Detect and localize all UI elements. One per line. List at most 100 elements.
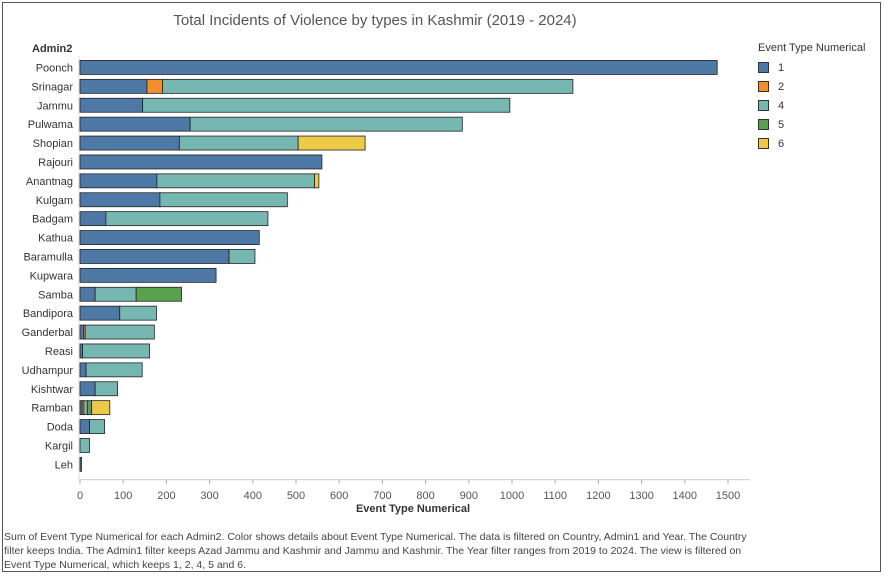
row-label: Kulgam [36,195,73,207]
row-label: Bandipora [23,308,74,320]
legend-label: 4 [778,99,785,112]
x-tick-label: 700 [373,490,391,502]
bar-segment[interactable] [146,78,163,94]
x-tick-label: 0 [77,490,83,502]
bar-segment[interactable] [119,305,157,321]
bar-segment[interactable] [79,116,191,132]
row-label: Pulwama [28,119,74,131]
bar-segment[interactable] [79,192,161,208]
row-label: Baramulla [23,251,73,263]
row-label: Kargil [45,440,73,452]
x-tick-label: 1200 [586,490,610,502]
row-label: Ganderbal [22,327,73,339]
row-label: Jammu [37,100,73,112]
row-label: Udhampur [22,365,74,377]
legend: Event Type Numerical 1 2 4 5 6 [758,42,880,153]
row-label: Kupwara [30,270,74,282]
bar-segment[interactable] [105,211,269,227]
x-tick-label: 800 [416,490,434,502]
bar-segment[interactable] [94,286,137,302]
x-tick-label: 600 [330,490,348,502]
bar-segment[interactable] [86,400,93,416]
row-label: Reasi [45,346,73,358]
bar-segment[interactable] [156,173,315,189]
bar-segment[interactable] [82,343,150,359]
x-tick-label: 900 [460,490,478,502]
legend-items: 1 2 4 5 6 [758,58,880,153]
bar-segment[interactable] [142,97,511,113]
row-label: Badgam [32,214,73,226]
bar-segment[interactable] [314,173,320,189]
row-label: Anantnag [26,176,73,188]
bar-segment[interactable] [79,211,107,227]
legend-item[interactable]: 5 [758,115,880,134]
row-label: Kishtwar [31,384,74,396]
legend-swatch [758,100,769,111]
bar-segment[interactable] [84,324,155,340]
bar-segment[interactable] [79,173,158,189]
bar-segment[interactable] [79,456,82,472]
legend-swatch [758,119,769,130]
chart-title: Total Incidents of Violence by types in … [173,12,576,29]
legend-item[interactable]: 1 [758,58,880,77]
bar-segment[interactable] [79,324,84,340]
bar-segment[interactable] [94,381,118,397]
bar-segment[interactable] [79,419,90,434]
bar-segment[interactable] [189,116,463,132]
legend-label: 5 [778,118,785,131]
row-label: Kathua [38,233,74,245]
bar-segment[interactable] [85,362,143,378]
row-label: Samba [38,289,74,301]
bar-segment[interactable] [79,362,87,378]
row-label: Doda [47,422,74,434]
bar-segment[interactable] [297,135,366,151]
bar-segment[interactable] [83,400,88,416]
x-axis-title: Event Type Numerical [356,503,470,515]
row-label: Srinagar [31,81,73,93]
bar-segment[interactable] [79,60,718,75]
bar-segment[interactable] [79,135,180,151]
x-tick-label: 100 [114,490,132,502]
legend-swatch [758,81,769,92]
bar-segment[interactable] [159,192,288,208]
bar-segment[interactable] [228,249,256,264]
bar-segment[interactable] [79,230,260,245]
bar-segment[interactable] [79,438,90,453]
x-tick-label: 400 [244,490,262,502]
x-tick-label: 300 [200,490,218,502]
legend-item[interactable]: 2 [758,77,880,96]
row-label: Rajouri [38,157,73,169]
x-tick-label: 1400 [673,490,697,502]
bar-segment[interactable] [89,419,106,434]
row-label: Poonch [36,62,73,74]
bar-segment[interactable] [79,267,217,283]
bar-segment[interactable] [79,249,230,264]
bar-segment[interactable] [79,381,96,397]
legend-item[interactable]: 6 [758,134,880,153]
x-tick-label: 1500 [716,490,740,502]
bar-segment[interactable] [79,286,96,302]
bar-segment[interactable] [79,305,121,321]
x-axis: 0 100 200 300 400 500 600 700 800 900 1000 1100 1200… [77,56,750,502]
legend-item[interactable]: 4 [758,96,880,115]
bar-segment[interactable] [79,97,144,113]
row-header: Admin2 [32,43,72,55]
legend-swatch [758,138,769,149]
bar-segment[interactable] [91,400,111,416]
x-tick-label: 1100 [543,490,567,502]
legend-label: 1 [778,61,785,74]
bar-segment[interactable] [79,78,148,94]
legend-swatch [758,62,769,73]
bar-segment[interactable] [135,286,182,302]
legend-title: Event Type Numerical [758,42,866,54]
bar-segment[interactable] [178,135,299,151]
legend-label: 2 [778,80,785,93]
legend-label: 6 [778,137,785,150]
caption: Sum of Event Type Numerical for each Adm… [4,531,747,571]
x-tick-label: 500 [287,490,305,502]
bar-segment[interactable] [79,154,323,170]
x-tick-label: 1000 [500,490,524,502]
row-label: Shopian [33,138,73,150]
bar-segment[interactable] [162,78,574,94]
